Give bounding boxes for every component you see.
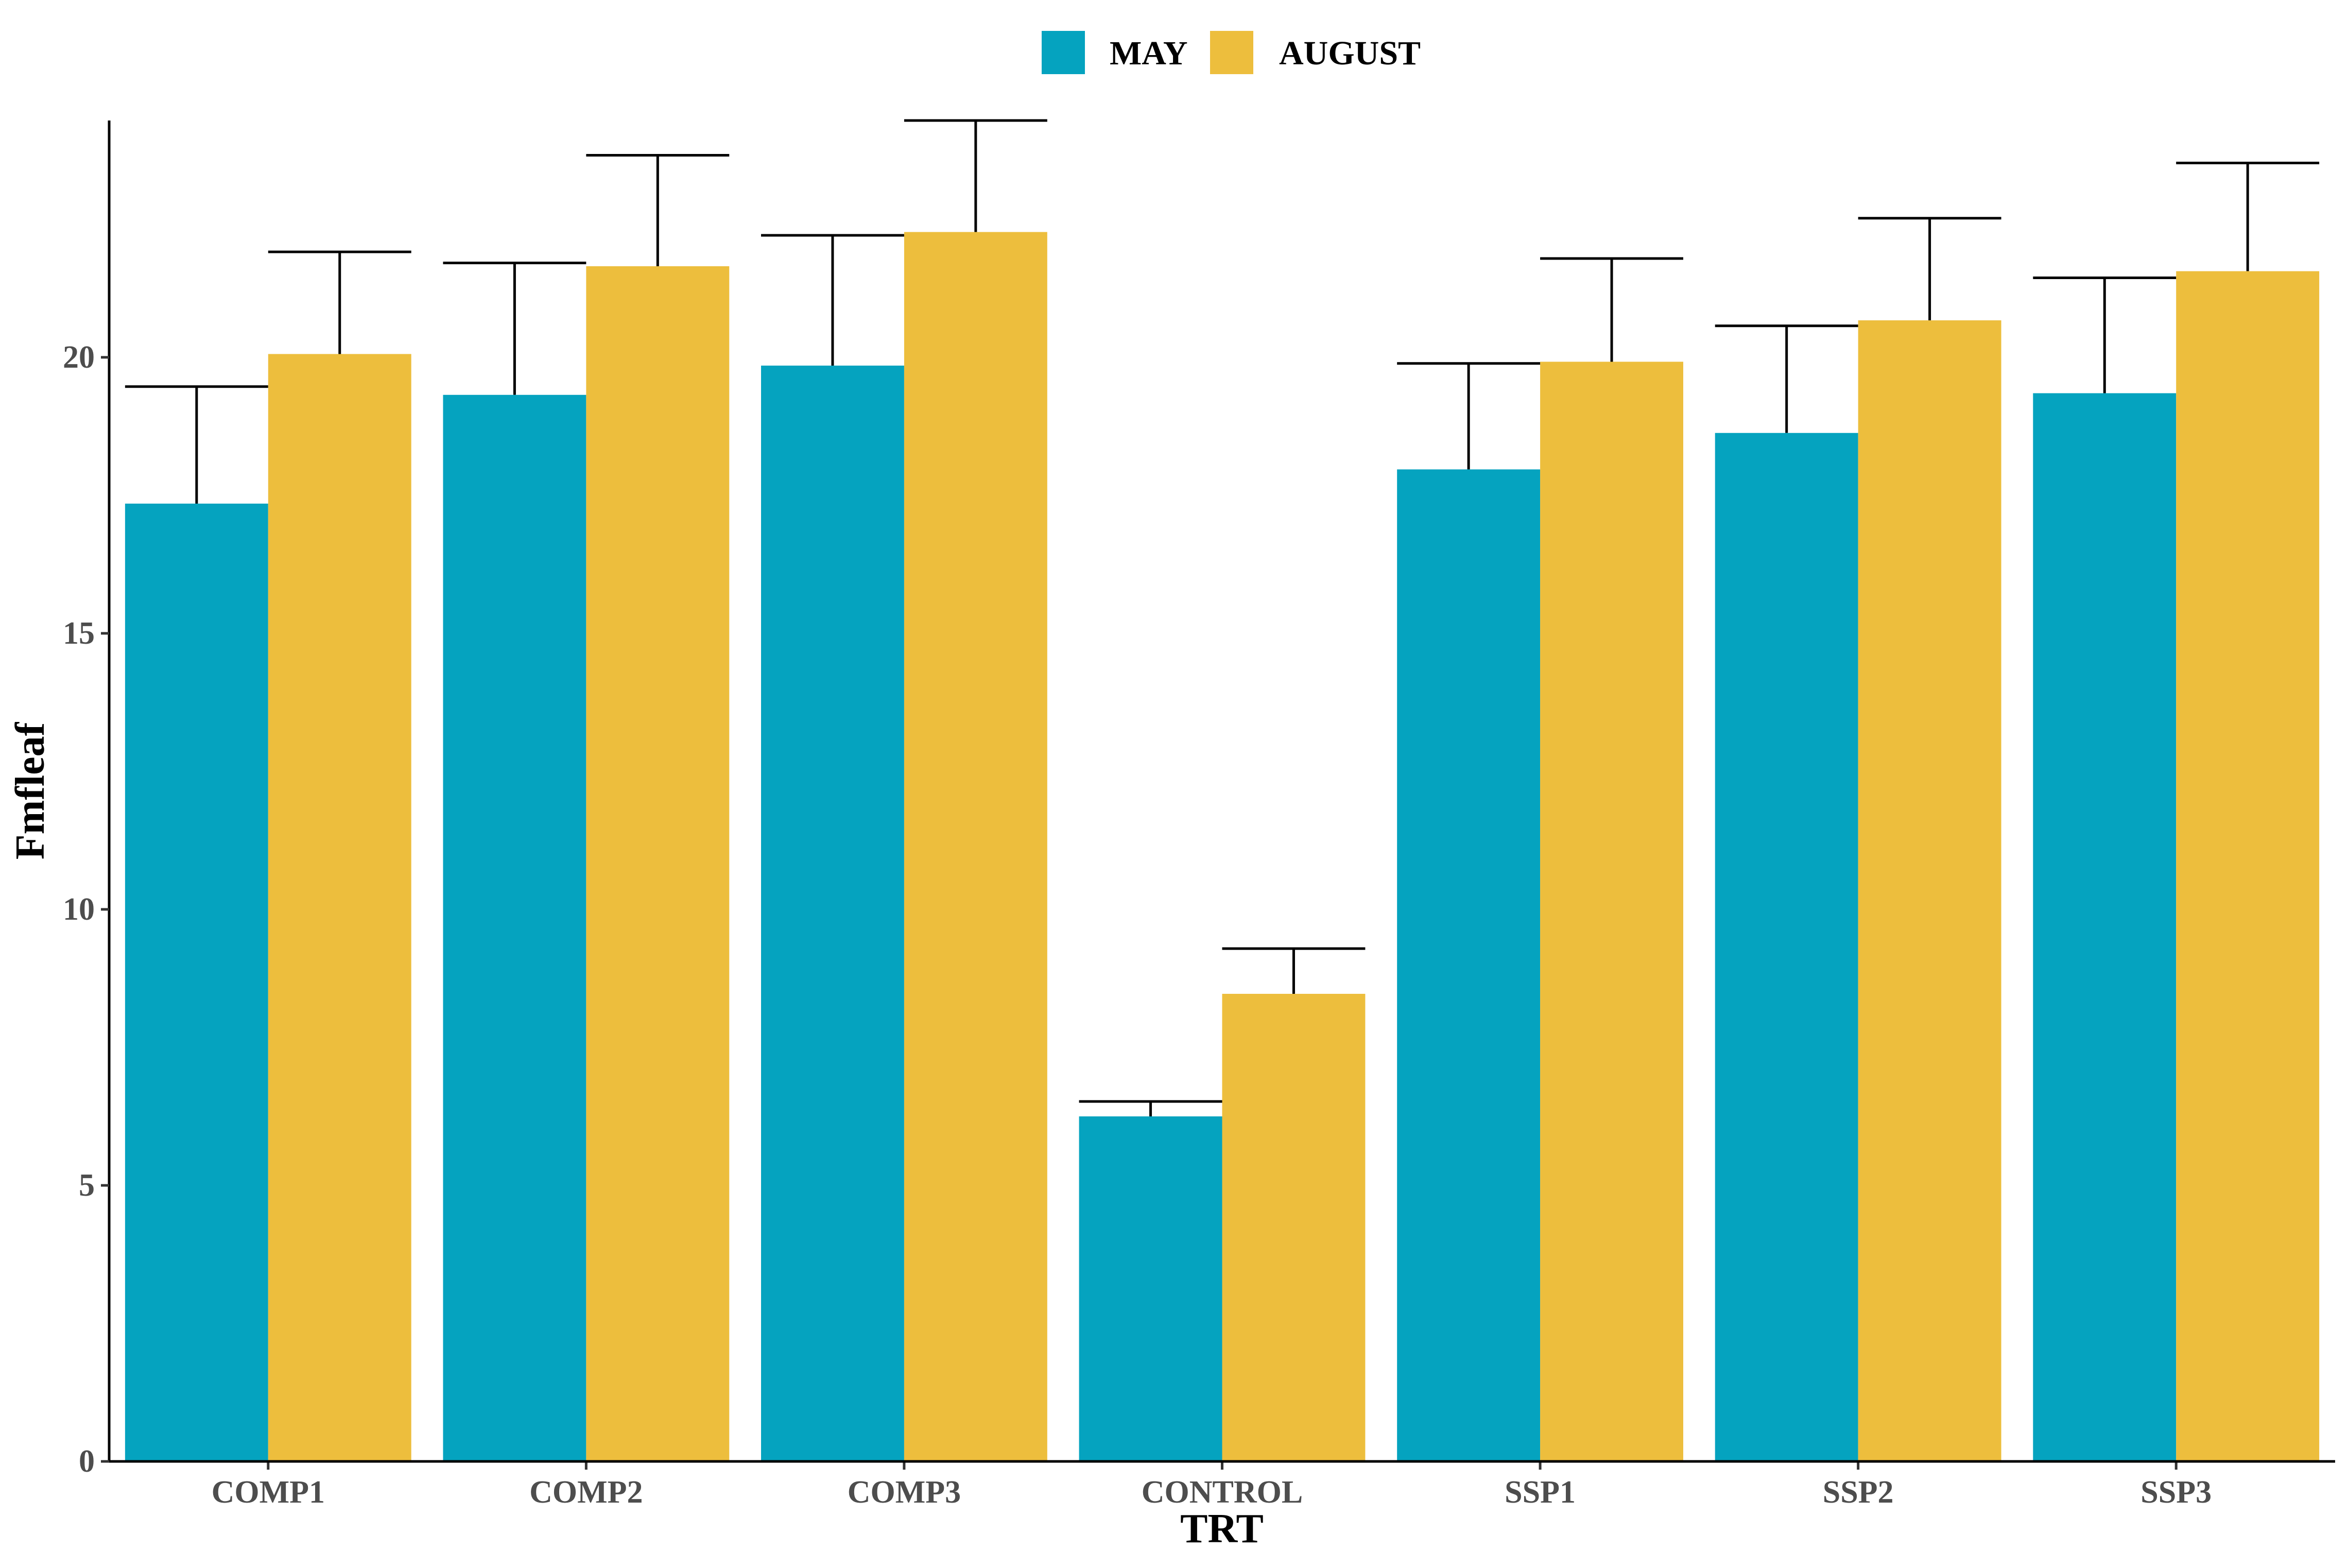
bar-august-comp2 (586, 266, 730, 1461)
legend-key-may (1042, 31, 1085, 74)
y-axis-title: Fmfleaf (8, 721, 53, 859)
bar-may-comp3 (761, 365, 904, 1461)
y-tick-label-15: 15 (63, 616, 95, 651)
legend-label-august: AUGUST (1279, 35, 1421, 72)
x-axis-title: TRT (1180, 1506, 1264, 1552)
y-tick-label-5: 5 (79, 1168, 95, 1203)
bar-may-ssp1 (1397, 469, 1541, 1461)
y-tick-label-10: 10 (63, 892, 95, 927)
plot-area: COMP1 COMP2 COMP3 CONTROL SSP1 SSP2 SSP3 0 5 10 15… (63, 119, 2335, 1510)
x-tick-label-ssp1: SSP1 (1505, 1475, 1576, 1510)
bar-august-ssp3 (2176, 271, 2320, 1462)
bar-august-ssp2 (1858, 320, 2001, 1462)
bar-may-control (1079, 1116, 1222, 1461)
x-tick-label-ssp2: SSP2 (1823, 1475, 1894, 1510)
bar-august-comp1 (268, 354, 411, 1461)
bar-may-ssp3 (2033, 393, 2177, 1461)
bar-may-ssp2 (1715, 433, 1858, 1461)
legend: MAY AUGUST (1042, 31, 1421, 74)
bar-may-comp2 (443, 394, 586, 1462)
x-tick-label-ssp3: SSP3 (2140, 1475, 2212, 1510)
x-tick-label-comp2: COMP2 (529, 1475, 643, 1510)
bar-august-ssp1 (1540, 361, 1683, 1461)
legend-label-may: MAY (1110, 35, 1188, 72)
y-tick-label-20: 20 (63, 340, 95, 375)
x-tick-label-comp1: COMP1 (212, 1475, 325, 1510)
bar-august-comp3 (904, 232, 1047, 1462)
bar-may-comp1 (125, 504, 268, 1461)
x-tick-label-comp3: COMP3 (848, 1475, 961, 1510)
y-tick-label-0: 0 (79, 1444, 95, 1479)
x-tick-label-control: CONTROL (1142, 1475, 1303, 1510)
bar-august-control (1222, 993, 1366, 1461)
legend-key-august (1210, 31, 1253, 74)
